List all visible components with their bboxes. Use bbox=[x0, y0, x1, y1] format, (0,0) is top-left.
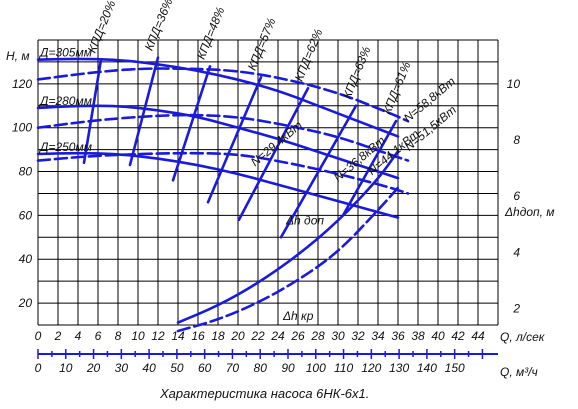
diameter-label: Д=305мм bbox=[38, 46, 92, 60]
x-tick-label: 40 bbox=[431, 329, 445, 343]
efficiency-label: КПД=20% bbox=[85, 0, 119, 55]
y-tick-label: 40 bbox=[19, 252, 33, 266]
series-line bbox=[36, 67, 410, 123]
y2-tick-label: 2 bbox=[512, 302, 520, 316]
x2-tick-label: 10 bbox=[59, 361, 73, 375]
x2-tick-label: 140 bbox=[417, 361, 437, 375]
x-tick-label: 16 bbox=[191, 329, 205, 343]
x2-tick-label: 110 bbox=[334, 361, 353, 375]
efficiency-line bbox=[82, 58, 103, 165]
y2-axis-ticks: 2 4 6 8 10 bbox=[507, 77, 521, 316]
efficiency-label: КПД=63% bbox=[340, 44, 374, 101]
efficiency-line bbox=[206, 75, 263, 204]
y-axis-label: H, м bbox=[6, 49, 30, 63]
y2-axis-label: Δhдоп, м bbox=[504, 205, 555, 219]
efficiency-label: КПД=36% bbox=[142, 0, 176, 53]
x-tick-label: 24 bbox=[270, 329, 285, 343]
efficiency-lines bbox=[82, 56, 398, 239]
x-tick-label: 8 bbox=[115, 329, 122, 343]
curve-labels: Д=305мм Д=280мм Д=250мм КПД=20% КПД=36% КПД=4… bbox=[38, 0, 459, 323]
efficiency-line bbox=[128, 56, 160, 167]
x2-tick-label: 60 bbox=[198, 361, 212, 375]
x2-tick-label: 40 bbox=[142, 361, 156, 375]
x-axis-label: Q, л/сек bbox=[500, 330, 546, 344]
series-line bbox=[36, 104, 400, 180]
efficiency-label: КПД=62% bbox=[292, 27, 326, 84]
x-axis-ticks: 0 2 4 6 8 10 12 14 16 18 20 22 24 26 28 30 32 34 36 38 40 42 4… bbox=[35, 329, 485, 343]
y-tick-label: 20 bbox=[18, 296, 33, 310]
x2-tick-label: 0 bbox=[35, 361, 42, 375]
x-tick-label: 38 bbox=[411, 329, 425, 343]
series-line bbox=[176, 186, 400, 333]
series-line bbox=[36, 113, 410, 162]
x2-tick-label: 20 bbox=[86, 361, 101, 375]
x-tick-label: 4 bbox=[75, 329, 82, 343]
x-tick-label: 22 bbox=[250, 329, 265, 343]
x2-tick-label: 150 bbox=[445, 361, 465, 375]
x-tick-label: 30 bbox=[331, 329, 345, 343]
efficiency-label: КПД=48% bbox=[194, 5, 228, 62]
x-tick-label: 36 bbox=[391, 329, 405, 343]
x2-tick-label: 130 bbox=[389, 361, 409, 375]
x-tick-label: 6 bbox=[95, 329, 102, 343]
y-tick-label: 120 bbox=[12, 77, 32, 91]
x-tick-label: 34 bbox=[371, 329, 385, 343]
x-tick-label: 28 bbox=[310, 329, 325, 343]
x2-tick-label: 80 bbox=[254, 361, 268, 375]
x-tick-label: 42 bbox=[451, 329, 465, 343]
x2-tick-label: 30 bbox=[115, 361, 129, 375]
x2-tick-label: 120 bbox=[361, 361, 381, 375]
efficiency-line bbox=[279, 104, 358, 239]
y-tick-label: 80 bbox=[19, 165, 33, 179]
diameter-label: Д=280мм bbox=[38, 94, 92, 108]
efficiency-line bbox=[237, 86, 310, 222]
npsh-critical-label: Δh кр bbox=[282, 309, 314, 323]
series-line bbox=[176, 149, 400, 324]
efficiency-line bbox=[341, 119, 398, 217]
y2-tick-label: 8 bbox=[513, 133, 520, 147]
efficiency-line bbox=[171, 65, 212, 182]
efficiency-label: КПД=57% bbox=[245, 16, 279, 73]
y2-tick-label: 4 bbox=[513, 245, 520, 259]
x-tick-label: 10 bbox=[131, 329, 145, 343]
x2-tick-label: 90 bbox=[281, 361, 295, 375]
chart-title: Характеристика насоса 6НК-6х1. bbox=[159, 386, 369, 401]
x-tick-label: 0 bbox=[35, 329, 42, 343]
y-tick-label: 100 bbox=[12, 121, 32, 135]
series-line bbox=[36, 151, 410, 195]
x2-tick-label: 100 bbox=[306, 361, 326, 375]
diameter-label: Д=250мм bbox=[38, 140, 92, 154]
x-tick-label: 20 bbox=[230, 329, 245, 343]
y2-tick-label: 6 bbox=[513, 189, 520, 203]
npsh-allowable-label: Δh доп bbox=[285, 213, 324, 227]
x-tick-label: 2 bbox=[54, 329, 62, 343]
y-axis-ticks: 20 40 60 80 100 120 bbox=[12, 77, 32, 310]
y2-tick-label: 10 bbox=[507, 77, 521, 91]
x-tick-label: 32 bbox=[351, 329, 365, 343]
x-tick-label: 12 bbox=[151, 329, 165, 343]
x2-tick-label: 70 bbox=[226, 361, 240, 375]
x-tick-label: 44 bbox=[471, 329, 485, 343]
x-tick-label: 14 bbox=[171, 329, 185, 343]
x2-axis-ticks: 0 10 20 30 40 50 60 70 80 90 100 110 120 130 140 150 bbox=[35, 349, 498, 375]
x2-axis-label: Q, м³/ч bbox=[500, 365, 538, 379]
x2-tick-label: 50 bbox=[170, 361, 184, 375]
x-tick-label: 18 bbox=[211, 329, 225, 343]
y-tick-label: 60 bbox=[19, 208, 33, 222]
x-tick-label: 26 bbox=[290, 329, 305, 343]
